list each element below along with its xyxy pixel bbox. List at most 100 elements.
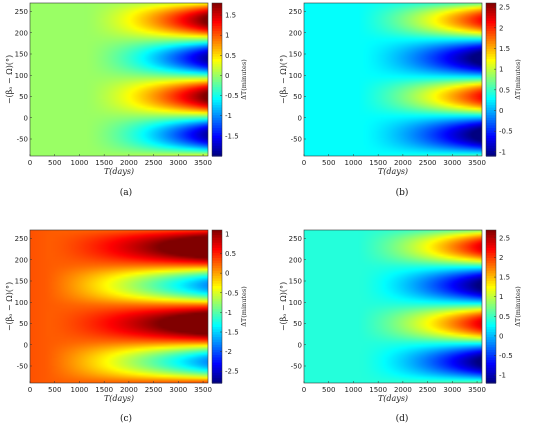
colorbar-swatch [486, 342, 496, 346]
panel-label: (a) [120, 187, 132, 198]
colorbar-swatch [212, 54, 222, 58]
colorbar-swatch [212, 56, 222, 60]
colorbar-tick-label: -1 [225, 309, 232, 317]
colorbar-swatch [212, 377, 222, 382]
colorbar-swatch [486, 306, 496, 310]
colorbar-swatch [212, 89, 222, 93]
colorbar-frame [485, 2, 497, 157]
x-tick-label: 500 [48, 386, 61, 394]
colorbar-tick-label: -1 [499, 372, 506, 380]
plot-frame [303, 2, 483, 157]
y-tick-label: 250 [289, 235, 302, 243]
colorbar-swatch [212, 61, 222, 65]
colorbar-swatch [212, 84, 222, 88]
x-tick-label: 0 [302, 386, 306, 394]
colorbar-frame [211, 2, 223, 157]
colorbar-tick-label: -2 [225, 348, 232, 356]
colorbar-swatch [212, 270, 222, 274]
colorbar-swatch [486, 293, 496, 297]
colorbar-swatch [212, 301, 222, 305]
colorbar-swatch [212, 319, 222, 323]
colorbar-swatch [486, 314, 496, 318]
colorbar-swatch [212, 326, 222, 331]
x-tick-label: 0 [28, 159, 32, 167]
colorbar-swatch [486, 51, 496, 55]
colorbar-swatch [212, 3, 222, 7]
colorbar-swatch [486, 74, 496, 78]
colorbar-swatch [486, 301, 496, 305]
colorbar-tick-label: 0 [499, 332, 503, 340]
colorbar-swatch [486, 102, 496, 106]
colorbar-tick-label: 1 [499, 293, 503, 301]
x-tick-label: 1500 [369, 159, 387, 167]
colorbar-swatch [212, 263, 222, 267]
y-tick-label: 250 [289, 8, 302, 16]
colorbar-swatch [486, 56, 496, 60]
colorbar-swatch [486, 3, 496, 7]
x-tick-label: 1000 [345, 159, 363, 167]
colorbar-swatch [486, 367, 496, 371]
colorbar-swatch [212, 87, 222, 91]
colorbar-swatch [212, 130, 222, 134]
colorbar: 1.5 1 0.5 0 -0.5 -1 -1.5 ΔT(minutes) [211, 2, 248, 157]
colorbar-tick-label: -1.5 [225, 132, 239, 140]
x-tick-label: 2500 [145, 159, 163, 167]
x-tick-label: 3000 [443, 386, 461, 394]
colorbar-swatch [486, 291, 496, 295]
colorbar-swatch [486, 311, 496, 315]
colorbar-tick-label: -1.5 [225, 329, 239, 337]
colorbar-swatch [212, 349, 222, 353]
colorbar-swatch [486, 349, 496, 353]
colorbar-swatch [212, 110, 222, 114]
colorbar-swatch [212, 105, 222, 109]
colorbar-swatch [212, 112, 222, 116]
colorbar-swatch [486, 59, 496, 63]
colorbar-swatch [486, 138, 496, 142]
colorbar-swatch [212, 250, 222, 254]
colorbar-swatch [486, 344, 496, 348]
colorbar-swatch [212, 372, 222, 376]
colorbar-swatch [486, 125, 496, 129]
x-tick-label: 1500 [95, 159, 113, 167]
colorbar-swatch [212, 150, 222, 155]
colorbar-tick-label: -0.5 [225, 92, 239, 100]
colorbar-swatch [486, 105, 496, 109]
colorbar-swatch [212, 148, 222, 152]
colorbar-swatch [486, 48, 496, 53]
colorbar-frame [485, 229, 497, 384]
colorbar-swatch [486, 273, 496, 277]
colorbar-swatch [212, 283, 222, 287]
colorbar-swatch [212, 342, 222, 346]
colorbar-swatch [486, 245, 496, 249]
colorbar-swatch [212, 43, 222, 47]
colorbar-swatch [486, 66, 496, 70]
colorbar-swatch [212, 71, 222, 75]
chart-panel-1: 0 500 1000 1500 2000 2500 3000 3500-50050100150… [5, 2, 248, 198]
y-tick-label: -50 [291, 136, 302, 144]
colorbar-swatch [212, 332, 222, 336]
colorbar-swatch [486, 278, 496, 282]
colorbar-swatch [212, 255, 222, 259]
colorbar-swatch [486, 326, 496, 331]
colorbar-swatch [486, 112, 496, 116]
y-axis-label: −(βₒ − Ω)(°) [5, 282, 14, 331]
colorbar-swatch [212, 314, 222, 318]
y-tick-label: 0 [298, 341, 302, 349]
colorbar-swatch [212, 36, 222, 40]
colorbar-tick-label: 2.5 [499, 234, 510, 242]
colorbar-swatch [212, 352, 222, 356]
chart-panel-4: 0 500 1000 1500 2000 2500 3000 3500-50050100150… [279, 229, 522, 424]
colorbar-tick-label: 1.5 [499, 274, 510, 282]
colorbar-swatch [486, 41, 496, 45]
colorbar-swatch [212, 82, 222, 86]
colorbar-swatch [212, 347, 222, 351]
colorbar-swatch [486, 145, 496, 149]
colorbar-swatch [486, 255, 496, 259]
colorbar-swatch [486, 250, 496, 254]
x-tick-label: 1000 [345, 386, 363, 394]
colorbar-swatch [212, 298, 222, 302]
colorbar-swatch [212, 99, 222, 104]
colorbar-tick-label: 1 [225, 230, 229, 238]
colorbar-swatch [212, 306, 222, 310]
colorbar-swatch [486, 13, 496, 17]
